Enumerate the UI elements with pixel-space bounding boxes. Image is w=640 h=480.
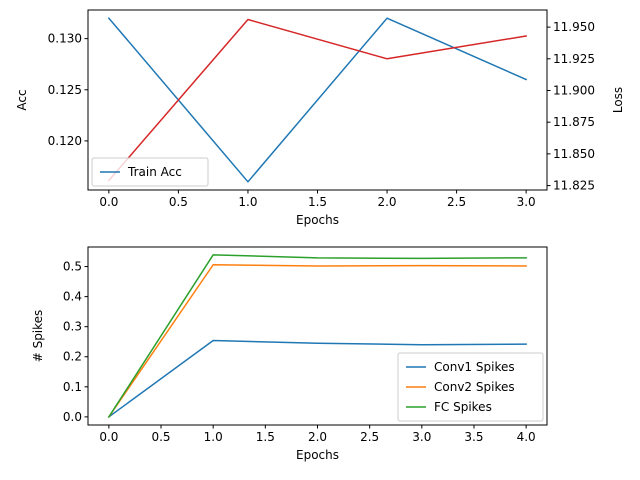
y-right-tick-label: 11.900 bbox=[553, 83, 595, 97]
x-tick-label: 0.5 bbox=[169, 195, 188, 209]
series-line-0 bbox=[107, 17, 528, 183]
y-tick-label: 0.1 bbox=[63, 380, 82, 394]
x-tick-label: 1.5 bbox=[308, 195, 327, 209]
y-axis-label: Acc bbox=[15, 89, 29, 110]
series-line-0 bbox=[107, 339, 527, 418]
y-tick-label: 0.5 bbox=[63, 260, 82, 274]
x-tick-label: 3.5 bbox=[464, 430, 483, 444]
x-axis-label: Epochs bbox=[296, 448, 339, 462]
x-tick-label: 1.0 bbox=[204, 430, 223, 444]
y-tick-label: 0.2 bbox=[63, 350, 82, 364]
x-tick-label: 0.0 bbox=[99, 195, 118, 209]
y-right-tick-label: 11.850 bbox=[553, 147, 595, 161]
y-tick-label: 0.130 bbox=[48, 32, 82, 46]
spikes-chart: 0.0 0.5 1.0 1.5 2.0 2.5 3.0 3.5 4.0 0.0 0.1 0.2 0.3 0… bbox=[31, 246, 548, 462]
y-tick-label: 0.120 bbox=[48, 134, 82, 148]
series-line-2 bbox=[107, 254, 527, 418]
legend: Conv1 Spikes Conv2 Spikes FC Spikes bbox=[397, 352, 544, 422]
y-right-axis-label: Loss bbox=[611, 87, 625, 113]
legend-label: Conv1 Spikes bbox=[434, 360, 515, 374]
y-right-tick-label: 11.875 bbox=[553, 115, 595, 129]
legend-label: Conv2 Spikes bbox=[434, 380, 515, 394]
y-tick-label: 0.125 bbox=[48, 83, 82, 97]
y-axis-label: # Spikes bbox=[31, 310, 45, 363]
x-tick-label: 3.0 bbox=[517, 195, 536, 209]
x-tick-label: 2.5 bbox=[360, 430, 379, 444]
x-tick-label: 4.0 bbox=[517, 430, 536, 444]
x-tick-label: 3.0 bbox=[412, 430, 431, 444]
series-line-1 bbox=[107, 263, 527, 418]
series-line-1 bbox=[107, 18, 528, 182]
y-right-tick-label: 11.925 bbox=[553, 52, 595, 66]
legend: Train Acc bbox=[91, 157, 209, 187]
legend-label: FC Spikes bbox=[434, 400, 492, 414]
y-right-tick-label: 11.825 bbox=[553, 179, 595, 193]
legend-box bbox=[397, 352, 544, 422]
x-axis-label: Epochs bbox=[296, 213, 339, 227]
x-tick-label: 2.0 bbox=[308, 430, 327, 444]
legend-box bbox=[91, 157, 209, 187]
x-tick-label: 2.0 bbox=[377, 195, 396, 209]
x-tick-label: 1.0 bbox=[238, 195, 257, 209]
x-tick-label: 0.0 bbox=[99, 430, 118, 444]
x-tick-label: 0.5 bbox=[151, 430, 170, 444]
accuracy-loss-chart: 0.0 0.5 1.0 1.5 2.0 2.5 3.0 0.120 0.125 0.130 11.8… bbox=[15, 9, 625, 227]
legend-label: Train Acc bbox=[127, 165, 182, 179]
x-tick-label: 2.5 bbox=[447, 195, 466, 209]
y-tick-label: 0.4 bbox=[63, 290, 82, 304]
x-tick-label: 1.5 bbox=[256, 430, 275, 444]
y-tick-label: 0.3 bbox=[63, 320, 82, 334]
y-tick-label: 0.0 bbox=[63, 410, 82, 424]
y-right-tick-label: 11.950 bbox=[553, 20, 595, 34]
